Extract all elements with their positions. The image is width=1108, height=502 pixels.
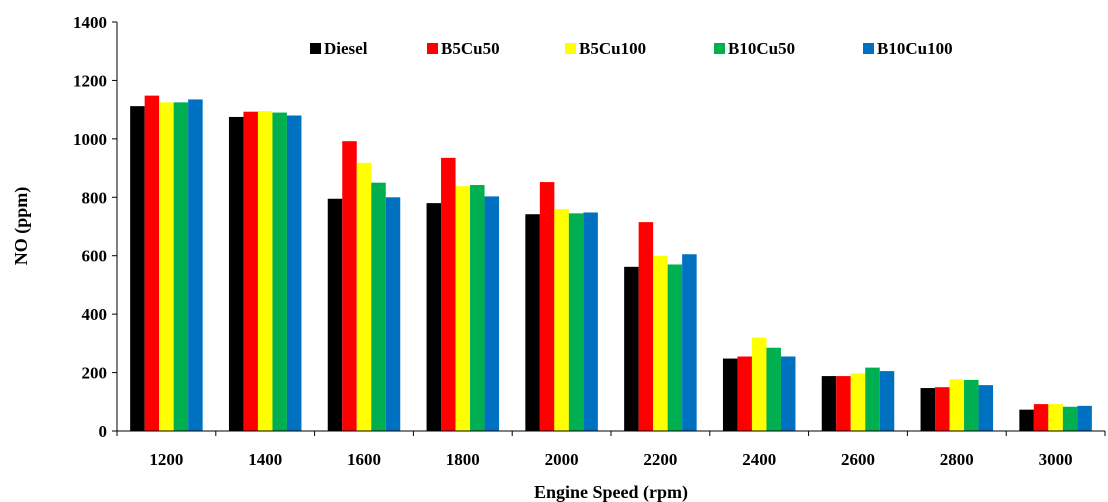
x-tick-label: 2400	[742, 450, 776, 469]
y-tick-label: 400	[82, 305, 108, 324]
y-tick-label: 600	[82, 247, 108, 266]
bar-diesel-2600	[821, 376, 837, 431]
bar-diesel-1800	[426, 203, 442, 431]
x-tick-label: 2200	[643, 450, 677, 469]
y-tick-label: 800	[82, 188, 108, 207]
bar-diesel-1200	[130, 106, 145, 431]
bar-b10cu50-2600	[865, 367, 880, 431]
x-axis-title: Engine Speed (rpm)	[534, 482, 688, 502]
bar-b5cu100-3000	[1048, 404, 1063, 431]
bar-b5cu100-1800	[455, 186, 471, 431]
y-axis-title: NO (ppm)	[11, 187, 32, 266]
legend-label-diesel: Diesel	[324, 39, 368, 58]
bar-b10cu100-2800	[978, 385, 994, 431]
x-tick-label: 2000	[545, 450, 579, 469]
bar-b5cu100-2800	[949, 379, 965, 431]
bar-b5cu100-2200	[653, 255, 668, 431]
bar-diesel-2200	[624, 266, 639, 431]
bar-b10cu100-1400	[286, 115, 302, 432]
x-tick-label: 2800	[940, 450, 974, 469]
bar-b10cu50-2800	[964, 379, 979, 432]
bar-b5cu100-1600	[356, 162, 372, 431]
bar-b10cu100-2400	[780, 356, 796, 431]
bar-b10cu100-2600	[879, 371, 895, 431]
bar-diesel-1400	[228, 116, 244, 431]
bar-b5cu50-1800	[441, 157, 456, 431]
x-tick-label: 3000	[1039, 450, 1073, 469]
legend-swatch-b10cu50	[714, 43, 725, 54]
y-tick-label: 1400	[73, 13, 107, 32]
axes-layer: 0 200 400 600 800 1000 1200 1400 1200 1400 1600 180…	[73, 13, 1106, 469]
legend-label-b5cu100: B5Cu100	[579, 39, 646, 58]
x-tick-label: 1600	[347, 450, 381, 469]
legend-swatch-diesel	[310, 43, 321, 54]
x-tick-label: 1400	[248, 450, 282, 469]
bar-b10cu100-2000	[583, 212, 598, 431]
bar-b5cu50-2200	[638, 222, 654, 431]
bar-b10cu50-1200	[173, 102, 189, 431]
bar-diesel-2000	[525, 214, 540, 431]
y-tick-label: 0	[99, 422, 108, 441]
bar-diesel-2400	[722, 358, 738, 431]
legend-swatch-b10cu100	[863, 43, 874, 54]
x-tick-label: 1800	[446, 450, 480, 469]
bar-b10cu50-1600	[371, 182, 386, 431]
bar-b10cu50-2200	[667, 264, 683, 431]
bar-b5cu50-1200	[144, 95, 160, 432]
bar-b5cu50-3000	[1033, 404, 1049, 431]
bar-b5cu50-2400	[737, 356, 752, 431]
bar-b5cu50-1600	[342, 141, 357, 431]
bar-b10cu100-1200	[188, 99, 203, 432]
bar-b10cu50-1800	[470, 185, 485, 431]
bar-b5cu100-2600	[850, 373, 866, 431]
bar-diesel-3000	[1019, 409, 1034, 431]
legend-swatch-b5cu50	[427, 43, 438, 54]
legend-swatch-b5cu100	[565, 43, 576, 54]
legend-label-b5cu50: B5Cu50	[441, 39, 500, 58]
x-tick-label: 2600	[841, 450, 875, 469]
bar-b5cu100-1200	[159, 102, 174, 431]
legend-label-b10cu50: B10Cu50	[728, 39, 795, 58]
bar-b10cu50-2000	[568, 213, 584, 431]
bar-b10cu100-1800	[484, 196, 500, 431]
bar-b10cu50-3000	[1062, 406, 1078, 431]
bar-b5cu50-2800	[935, 387, 950, 431]
y-tick-label: 1000	[73, 130, 107, 149]
bar-b5cu100-2400	[751, 337, 767, 431]
legend: Diesel B5Cu50 B5Cu100 B10Cu50 B10Cu100	[310, 39, 953, 58]
x-tick-label: 1200	[149, 450, 183, 469]
bar-b5cu50-2600	[836, 376, 851, 431]
bar-b10cu50-2400	[766, 347, 781, 431]
bar-b5cu50-2000	[539, 182, 555, 431]
bars-layer	[130, 95, 1092, 432]
bar-b10cu50-1400	[272, 112, 287, 431]
bar-diesel-2800	[920, 388, 936, 431]
bar-b5cu100-1400	[257, 111, 273, 431]
bar-diesel-1600	[327, 198, 343, 431]
bar-b10cu100-3000	[1077, 405, 1092, 431]
bar-b5cu50-1400	[243, 111, 258, 431]
bar-b10cu100-2200	[682, 254, 697, 431]
legend-label-b10cu100: B10Cu100	[877, 39, 953, 58]
y-tick-label: 1200	[73, 71, 107, 90]
y-tick-label: 200	[82, 364, 108, 383]
bar-b10cu100-1600	[385, 197, 401, 431]
bar-b5cu100-2000	[554, 208, 569, 431]
